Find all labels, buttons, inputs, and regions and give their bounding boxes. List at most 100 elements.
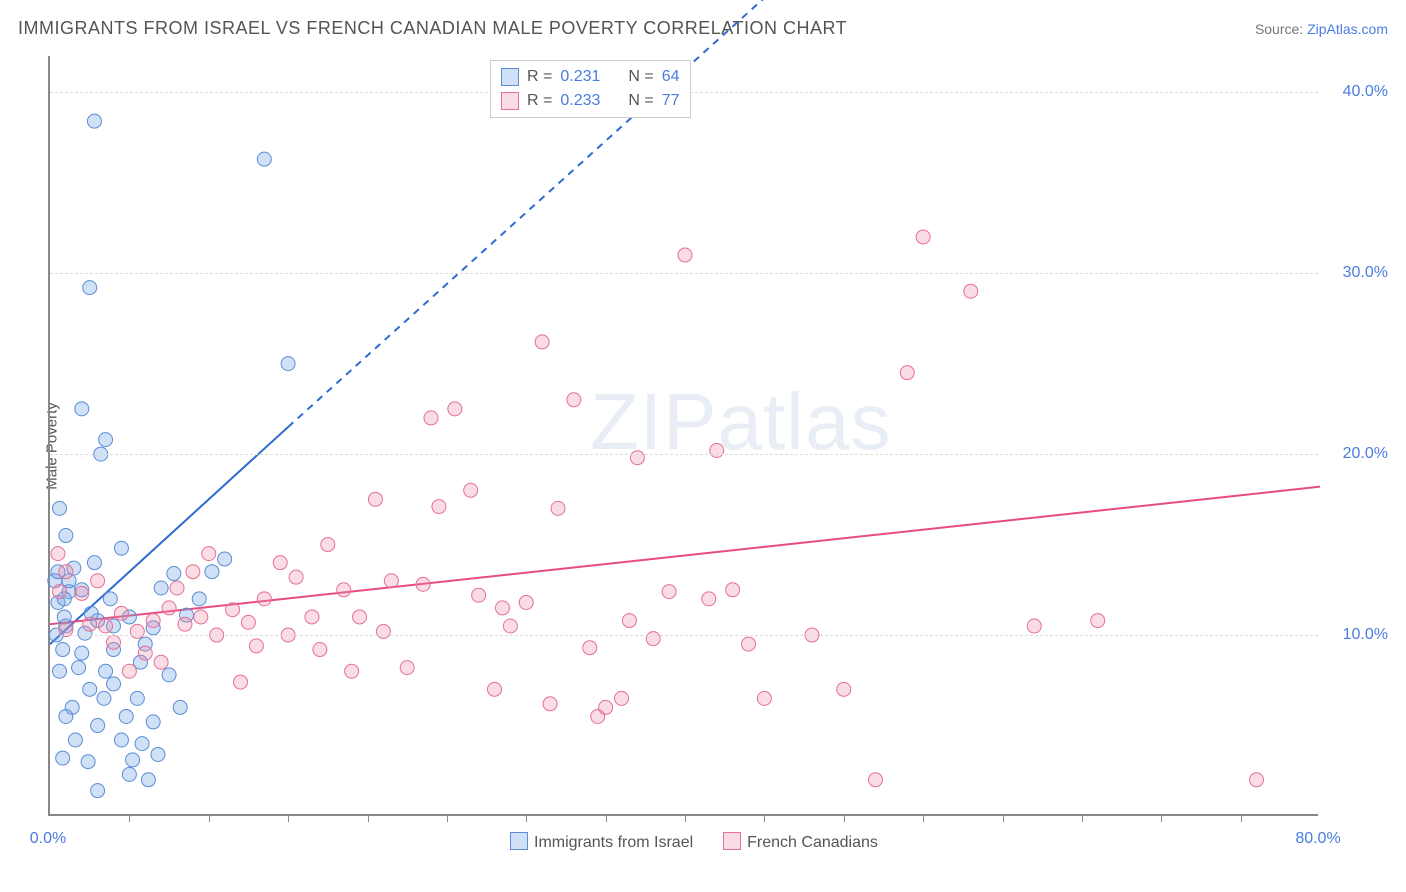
data-point [281, 357, 295, 371]
data-point [135, 737, 149, 751]
legend-stats-row: R =0.233N =77 [501, 89, 680, 113]
data-point [138, 646, 152, 660]
xtick-minor [1241, 814, 1242, 822]
data-point [114, 541, 128, 555]
data-point [154, 581, 168, 595]
data-point [916, 230, 930, 244]
data-point [345, 664, 359, 678]
xtick-minor [685, 814, 686, 822]
data-point [384, 574, 398, 588]
data-point [56, 751, 70, 765]
data-point [1250, 773, 1264, 787]
data-point [218, 552, 232, 566]
legend-swatch [501, 68, 519, 86]
data-point [543, 697, 557, 711]
ytick-label: 30.0% [1328, 264, 1388, 282]
xtick-label: 0.0% [30, 830, 66, 848]
xtick-minor [288, 814, 289, 822]
xtick-minor [844, 814, 845, 822]
data-point [87, 556, 101, 570]
data-point [81, 755, 95, 769]
data-point [376, 624, 390, 638]
data-point [646, 632, 660, 646]
source-attribution: Source: ZipAtlas.com [1255, 21, 1388, 37]
n-value: 64 [662, 65, 680, 89]
data-point [615, 691, 629, 705]
trend-line [50, 487, 1320, 625]
legend-series-label: Immigrants from Israel [534, 834, 693, 851]
gridline-h [50, 635, 1318, 636]
data-point [59, 709, 73, 723]
data-point [241, 615, 255, 629]
data-point [72, 661, 86, 675]
xtick-minor [923, 814, 924, 822]
xtick-minor [764, 814, 765, 822]
xtick-minor [368, 814, 369, 822]
data-point [583, 641, 597, 655]
data-point [91, 784, 105, 798]
gridline-h [50, 454, 1318, 455]
data-point [154, 655, 168, 669]
r-value: 0.231 [560, 65, 600, 89]
data-point [495, 601, 509, 615]
data-point [313, 643, 327, 657]
data-point [103, 592, 117, 606]
data-point [91, 574, 105, 588]
r-label: R = [527, 89, 552, 113]
data-point [75, 586, 89, 600]
xtick-minor [1082, 814, 1083, 822]
legend-swatch [723, 832, 741, 850]
data-point [83, 682, 97, 696]
data-point [194, 610, 208, 624]
data-point [368, 492, 382, 506]
data-point [59, 565, 73, 579]
data-point [900, 366, 914, 380]
data-point [107, 635, 121, 649]
ytick-label: 10.0% [1328, 626, 1388, 644]
data-point [869, 773, 883, 787]
data-point [257, 592, 271, 606]
data-point [59, 529, 73, 543]
data-point [630, 451, 644, 465]
data-point [99, 433, 113, 447]
data-point [488, 682, 502, 696]
data-point [837, 682, 851, 696]
data-point [519, 595, 533, 609]
data-point [87, 114, 101, 128]
xtick-label: 80.0% [1295, 830, 1340, 848]
data-point [146, 614, 160, 628]
data-point [83, 281, 97, 295]
data-point [535, 335, 549, 349]
r-value: 0.233 [560, 89, 600, 113]
data-point [122, 664, 136, 678]
xtick-minor [606, 814, 607, 822]
data-point [1091, 614, 1105, 628]
data-point [146, 715, 160, 729]
chart-title: IMMIGRANTS FROM ISRAEL VS FRENCH CANADIA… [18, 18, 847, 39]
data-point [130, 624, 144, 638]
data-point [170, 581, 184, 595]
data-point [68, 733, 82, 747]
data-point [742, 637, 756, 651]
legend-stats-row: R =0.231N =64 [501, 65, 680, 89]
data-point [56, 643, 70, 657]
data-point [97, 691, 111, 705]
ytick-label: 40.0% [1328, 83, 1388, 101]
data-point [337, 583, 351, 597]
data-point [234, 675, 248, 689]
data-point [432, 500, 446, 514]
chart-header: IMMIGRANTS FROM ISRAEL VS FRENCH CANADIA… [18, 18, 1388, 39]
xtick-minor [447, 814, 448, 822]
data-point [710, 443, 724, 457]
scatter-plot-area: ZIPatlas 10.0%20.0%30.0%40.0%R =0.231N =… [48, 56, 1318, 816]
source-link[interactable]: ZipAtlas.com [1307, 21, 1388, 37]
data-point [53, 664, 67, 678]
data-point [662, 585, 676, 599]
data-point [178, 617, 192, 631]
data-point [551, 501, 565, 515]
data-point [472, 588, 486, 602]
data-point [167, 567, 181, 581]
data-point [1027, 619, 1041, 633]
data-point [83, 617, 97, 631]
data-point [305, 610, 319, 624]
